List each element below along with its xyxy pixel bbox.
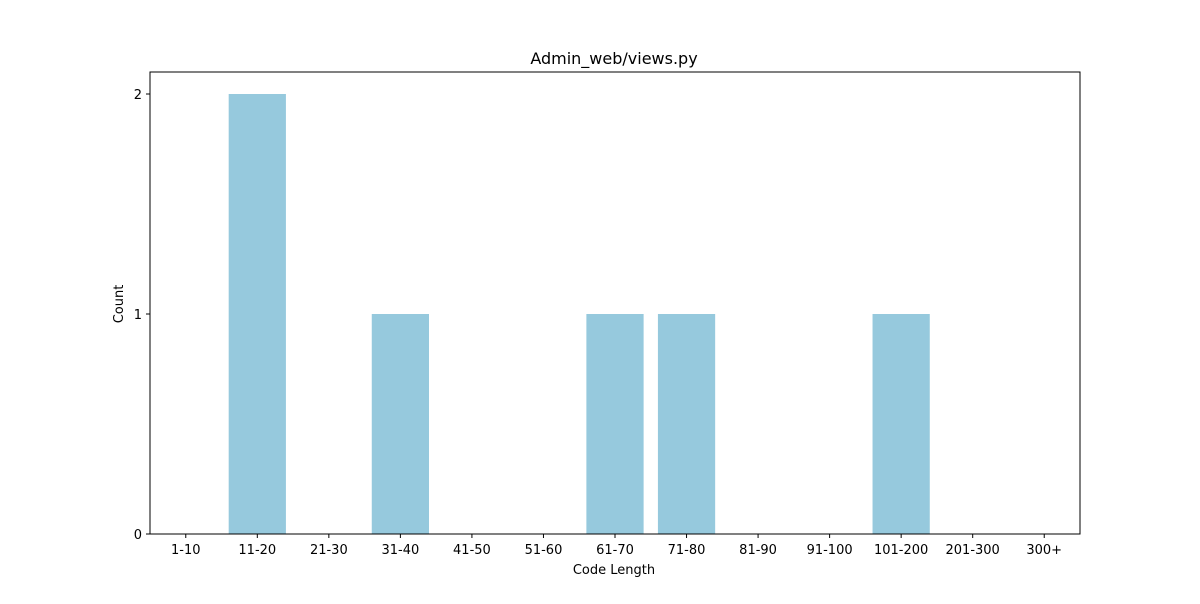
x-tick-label: 101-200 bbox=[874, 543, 928, 558]
x-tick-label: 41-50 bbox=[453, 543, 491, 558]
y-tick-label: 0 bbox=[134, 528, 142, 543]
x-tick-label: 21-30 bbox=[310, 543, 348, 558]
bar-31-40 bbox=[371, 314, 429, 534]
y-tick-label: 2 bbox=[134, 88, 142, 103]
y-axis-label: Count bbox=[112, 285, 127, 324]
bar-61-70 bbox=[586, 314, 644, 534]
bars-layer bbox=[228, 94, 930, 534]
bar-101-200 bbox=[872, 314, 930, 534]
x-tick-label: 61-70 bbox=[596, 543, 634, 558]
ticks-layer: 1-10 11-20 21-30 31-40 41-50 51-60 61-70 71-80 8… bbox=[134, 88, 1062, 558]
x-tick-label: 11-20 bbox=[238, 543, 276, 558]
x-tick-label: 51-60 bbox=[525, 543, 563, 558]
x-tick-label: 91-100 bbox=[807, 543, 853, 558]
chart-title: Admin_web/views.py bbox=[530, 49, 697, 69]
x-tick-label: 31-40 bbox=[381, 543, 419, 558]
x-tick-label: 71-80 bbox=[668, 543, 706, 558]
x-tick-label: 300+ bbox=[1026, 543, 1062, 558]
plot-frame bbox=[149, 71, 1081, 535]
x-tick-label: 201-300 bbox=[946, 543, 1000, 558]
bar-11-20 bbox=[228, 94, 286, 534]
y-tick-label: 1 bbox=[134, 308, 142, 323]
x-tick-label: 81-90 bbox=[739, 543, 777, 558]
bar-71-80 bbox=[657, 314, 716, 534]
x-tick-label: 1-10 bbox=[171, 543, 201, 558]
x-axis-label: Code Length bbox=[573, 563, 655, 578]
